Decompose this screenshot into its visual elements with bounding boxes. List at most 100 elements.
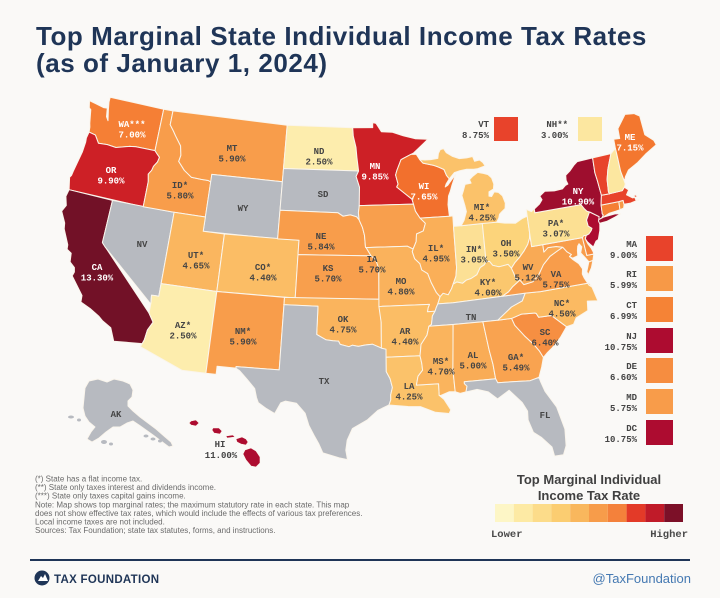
svg-text:3.00%: 3.00% [541,131,569,141]
svg-text:SD: SD [318,190,329,200]
svg-text:AR: AR [400,327,411,337]
svg-text:MI*: MI* [474,203,490,213]
svg-text:6.40%: 6.40% [531,339,559,349]
svg-text:NJ: NJ [626,332,637,342]
svg-text:IA: IA [367,255,378,265]
svg-text:HI: HI [215,440,226,450]
svg-text:11.00%: 11.00% [205,451,238,461]
svg-text:2.50%: 2.50% [305,158,333,168]
svg-text:WI: WI [419,182,430,192]
svg-text:NY: NY [573,187,584,197]
svg-text:OR: OR [106,166,117,176]
svg-text:4.95%: 4.95% [422,255,450,265]
svg-text:5.49%: 5.49% [502,364,530,374]
svg-text:10.75%: 10.75% [605,435,638,445]
svg-text:5.70%: 5.70% [314,275,342,285]
svg-text:3.05%: 3.05% [460,256,488,266]
svg-text:VT: VT [478,120,489,130]
svg-text:4.25%: 4.25% [468,214,496,224]
svg-text:MA: MA [626,240,637,250]
svg-text:AL: AL [468,351,479,361]
svg-text:Income Tax Rate: Income Tax Rate [538,488,640,503]
svg-text:8.75%: 8.75% [462,131,490,141]
svg-text:5.99%: 5.99% [610,281,638,291]
svg-text:6.60%: 6.60% [610,373,638,383]
svg-text:7.15%: 7.15% [616,144,644,154]
svg-text:OK: OK [338,315,349,325]
svg-text:5.00%: 5.00% [459,362,487,372]
svg-text:Note: Map shows top marginal r: Note: Map shows top marginal rates; the … [35,500,350,509]
svg-text:9.00%: 9.00% [610,251,638,261]
svg-text:TN: TN [466,313,477,323]
svg-text:5.75%: 5.75% [542,281,570,291]
svg-text:GA*: GA* [508,353,524,363]
svg-text:CO*: CO* [255,263,271,273]
svg-text:NV: NV [137,240,148,250]
svg-text:10.90%: 10.90% [562,198,595,208]
svg-text:RI: RI [626,270,637,280]
svg-text:4.40%: 4.40% [391,338,419,348]
svg-text:MD: MD [626,393,637,403]
svg-text:10.75%: 10.75% [605,343,638,353]
svg-text:VA: VA [551,270,562,280]
svg-text:5.90%: 5.90% [218,155,246,165]
svg-text:5.12%: 5.12% [514,274,542,284]
svg-text:MO: MO [396,277,407,287]
svg-text:5.90%: 5.90% [229,338,257,348]
svg-text:NM*: NM* [235,327,251,337]
svg-text:ND: ND [314,147,325,157]
svg-text:@TaxFoundation: @TaxFoundation [593,571,691,586]
svg-text:PA*: PA* [548,219,564,229]
svg-text:7.65%: 7.65% [410,193,438,203]
svg-text:AZ*: AZ* [175,321,191,331]
svg-text:9.90%: 9.90% [97,177,125,187]
svg-text:CA: CA [92,263,103,273]
svg-text:KS: KS [323,264,334,274]
svg-text:UT*: UT* [188,251,204,261]
svg-text:6.99%: 6.99% [610,312,638,322]
svg-text:NE: NE [316,232,327,242]
svg-text:(**) State only taxes interest: (**) State only taxes interest and divid… [35,483,216,492]
svg-text:4.80%: 4.80% [387,288,415,298]
svg-text:2.50%: 2.50% [169,332,197,342]
svg-text:5.75%: 5.75% [610,404,638,414]
svg-text:4.40%: 4.40% [249,274,277,284]
svg-text:13.30%: 13.30% [81,274,114,284]
svg-text:7.00%: 7.00% [118,131,146,141]
svg-text:5.80%: 5.80% [166,192,194,202]
svg-text:SC: SC [540,328,551,338]
svg-text:(*) State has a flat income ta: (*) State has a flat income tax. [35,475,142,484]
svg-text:AK: AK [111,410,122,420]
svg-text:4.75%: 4.75% [329,326,357,336]
svg-text:3.50%: 3.50% [492,250,520,260]
svg-text:OH: OH [501,239,512,249]
svg-text:IN*: IN* [466,245,482,255]
svg-text:DC: DC [626,424,637,434]
svg-text:(***) State only taxes capital: (***) State only taxes capital gains inc… [35,492,186,501]
svg-text:MS*: MS* [433,357,449,367]
svg-text:FL: FL [540,411,551,421]
svg-text:WV: WV [523,263,534,273]
svg-text:ME: ME [625,133,636,143]
svg-text:Top Marginal State Individual: Top Marginal State Individual Income Tax… [36,21,647,51]
svg-text:4.25%: 4.25% [395,393,423,403]
svg-text:CT: CT [626,301,637,311]
svg-text:TAX FOUNDATION: TAX FOUNDATION [54,574,159,586]
svg-text:ID*: ID* [172,181,188,191]
svg-text:5.70%: 5.70% [358,266,386,276]
svg-text:4.65%: 4.65% [182,262,210,272]
svg-text:LA: LA [404,382,415,392]
svg-text:Higher: Higher [650,529,688,541]
svg-text:(as of January 1, 2024): (as of January 1, 2024) [36,48,328,78]
svg-text:MT: MT [227,144,238,154]
svg-text:TX: TX [319,377,330,387]
svg-text:4.50%: 4.50% [548,310,576,320]
svg-text:Sources: Tax Foundation; state: Sources: Tax Foundation; state tax statu… [35,526,275,535]
svg-text:3.07%: 3.07% [542,230,570,240]
svg-text:DE: DE [626,362,637,372]
svg-text:Top Marginal Individual: Top Marginal Individual [517,472,661,487]
svg-text:NH**: NH** [546,120,568,130]
svg-text:IL*: IL* [428,244,444,254]
svg-text:Local income taxes are not inc: Local income taxes are not included. [35,518,165,527]
svg-text:9.85%: 9.85% [361,173,389,183]
